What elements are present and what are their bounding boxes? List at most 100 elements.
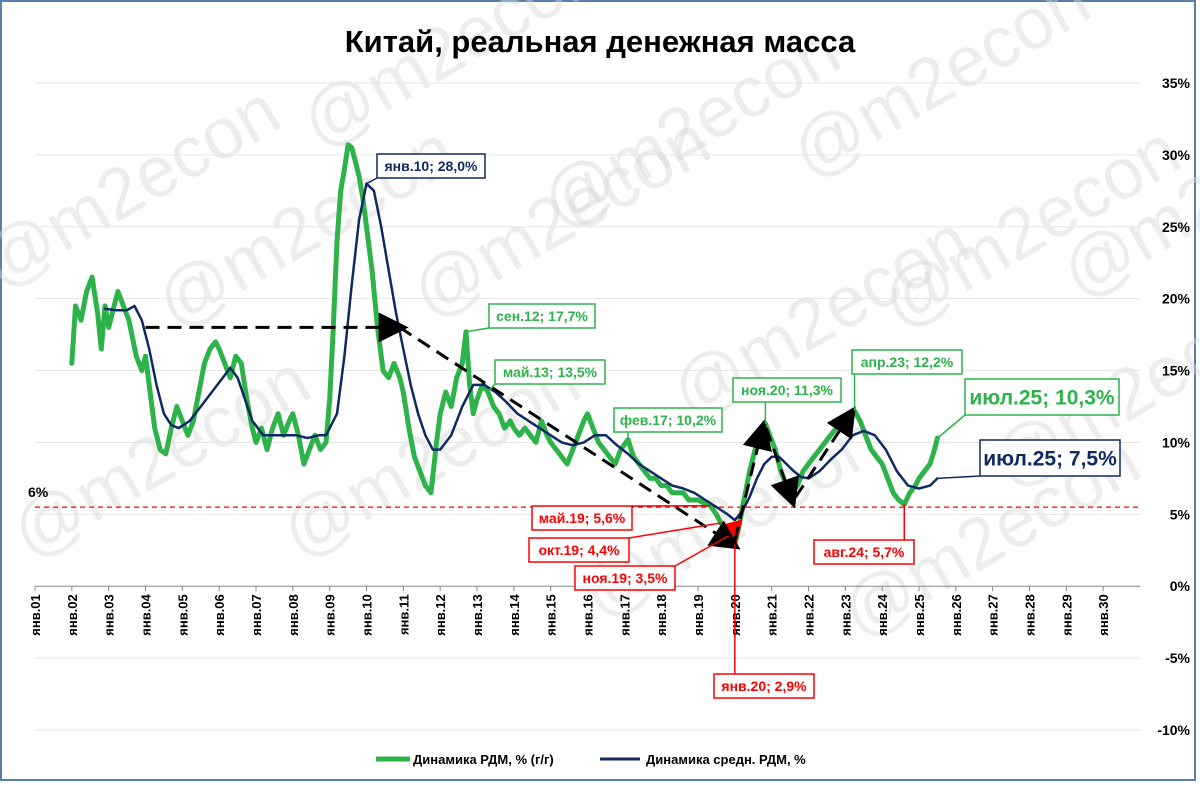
callout-box <box>713 673 815 699</box>
legend-label-avg: Динамика средн. РДМ, % <box>646 752 806 767</box>
y-tick-label: 15% <box>1162 363 1191 379</box>
legend-label-rdm: Динамика РДМ, % (г/г) <box>413 752 554 767</box>
x-tick-label: янв.06 <box>212 594 227 636</box>
legend: Динамика РДМ, % (г/г) Динамика средн. РДМ… <box>376 752 806 767</box>
trend-arrow <box>733 419 773 541</box>
y-tick-label: 35% <box>1162 75 1191 91</box>
x-tick-label: янв.21 <box>765 594 780 636</box>
callout-leader <box>936 414 966 439</box>
y-tick-label: 0% <box>1170 578 1191 594</box>
callout-box <box>376 153 486 179</box>
y-tick-label: 5% <box>1170 506 1191 522</box>
callout: окт.19; 4,4% <box>528 522 721 563</box>
callout-box <box>979 439 1121 477</box>
callout: сен.12; 17,7% <box>465 303 596 333</box>
threshold-label: 6% <box>28 484 49 500</box>
callout-leader <box>465 327 490 333</box>
y-tick-label: 25% <box>1162 219 1191 235</box>
axes: 35% 30% 25% 20% 15% 10% 5% 0% -5% -10% янв.01 янв.0… <box>28 75 1191 738</box>
x-tick-label: янв.28 <box>1023 594 1038 636</box>
x-tick-label: янв.15 <box>544 594 559 636</box>
callout-box <box>851 349 963 375</box>
callout-box <box>574 565 676 591</box>
callout-label: янв.20; 2,9% <box>721 678 807 694</box>
trend-arrow <box>764 427 799 509</box>
callout-label: ноя.20; 11,3% <box>741 382 833 398</box>
callout: июл.25; 10,3% <box>936 378 1120 439</box>
callout: ноя.20; 11,3% <box>732 377 842 424</box>
y-tick-label: -10% <box>1157 722 1190 738</box>
x-tick-label: янв.14 <box>507 593 522 635</box>
trend-arrow <box>794 406 856 498</box>
x-tick-label: янв.17 <box>617 594 632 636</box>
x-tick-label: янв.05 <box>175 594 190 636</box>
callout: апр.23; 12,2% <box>851 349 963 411</box>
callout-leader <box>628 522 721 539</box>
callout-label: июл.25; 7,5% <box>983 448 1117 471</box>
callout-label: апр.23; 12,2% <box>861 354 954 370</box>
x-tick-label: янв.03 <box>102 594 117 636</box>
callout-box <box>488 303 596 329</box>
callout-box <box>528 537 630 563</box>
callout-label: июл.25; 10,3% <box>969 387 1115 410</box>
callout-label: окт.19; 4,4% <box>538 542 620 558</box>
trend-arrows <box>145 312 856 550</box>
x-tick-label: янв.13 <box>470 594 485 636</box>
watermark-text: @m2econ <box>0 340 323 574</box>
callout-box <box>494 359 606 385</box>
callout: авг.24; 5,7% <box>813 504 915 565</box>
x-tick-label: янв.04 <box>139 593 154 635</box>
x-tick-label: янв.01 <box>28 594 43 636</box>
callout-leader <box>487 383 496 393</box>
x-tick-label: янв.02 <box>65 594 80 636</box>
x-tick-label: янв.25 <box>912 594 927 636</box>
x-tick-label: янв.12 <box>433 594 448 636</box>
callout: май.13; 13,5% <box>487 359 606 393</box>
y-tick-label: -5% <box>1165 650 1190 666</box>
callout-leader <box>674 535 729 567</box>
callout-label: фев.17; 10,2% <box>620 412 717 428</box>
x-tick-label: янв.24 <box>875 593 890 635</box>
callout: ноя.19; 3,5% <box>574 535 729 591</box>
trend-arrow <box>398 326 741 550</box>
y-tick-label: 10% <box>1162 434 1191 450</box>
callout: янв.10; 28,0% <box>366 153 486 185</box>
callout-leader <box>366 177 378 185</box>
callout-label: сен.12; 17,7% <box>496 308 588 324</box>
callout-box <box>732 377 842 403</box>
y-tick-label: 30% <box>1162 147 1191 163</box>
callout-label: май.19; 5,6% <box>539 510 626 526</box>
x-tick-label: янв.09 <box>323 594 338 636</box>
callout-label: ноя.19; 3,5% <box>583 570 668 586</box>
callout: фев.17; 10,2% <box>613 407 723 440</box>
chart-title: Китай, реальная денежная масса <box>345 24 856 59</box>
x-tick-label: янв.11 <box>396 594 411 635</box>
callout-box <box>813 539 915 565</box>
callout-leader <box>937 475 981 480</box>
x-tick-label: янв.16 <box>581 594 596 636</box>
x-tick-label: янв.08 <box>286 594 301 636</box>
x-tick-label: янв.19 <box>691 594 706 636</box>
callout: июл.25; 7,5% <box>937 439 1121 480</box>
x-tick-label: янв.23 <box>838 594 853 636</box>
x-tick-label: янв.27 <box>986 594 1001 636</box>
callout-label: авг.24; 5,7% <box>824 544 905 560</box>
y-tick-label: 20% <box>1162 291 1191 307</box>
x-tick-label: янв.30 <box>1096 594 1111 636</box>
annotations: янв.10; 28,0% сен.12; 17,7% май.13; 13,5% ф… <box>366 153 1121 699</box>
x-tick-label: янв.10 <box>360 594 375 636</box>
x-tick-label: янв.22 <box>802 594 817 636</box>
series-line-avg <box>103 182 939 522</box>
x-tick-label: янв.18 <box>654 594 669 636</box>
callout-box <box>964 378 1120 416</box>
callout: янв.20; 2,9% <box>713 544 815 699</box>
callout-label: янв.10; 28,0% <box>385 158 478 174</box>
callout-box <box>531 505 633 531</box>
callout: май.19; 5,6% <box>531 504 711 531</box>
x-tick-label: янв.29 <box>1059 594 1074 636</box>
x-tick-label: янв.07 <box>249 594 264 636</box>
callout-label: май.13; 13,5% <box>503 364 598 380</box>
callout-box <box>613 407 723 433</box>
